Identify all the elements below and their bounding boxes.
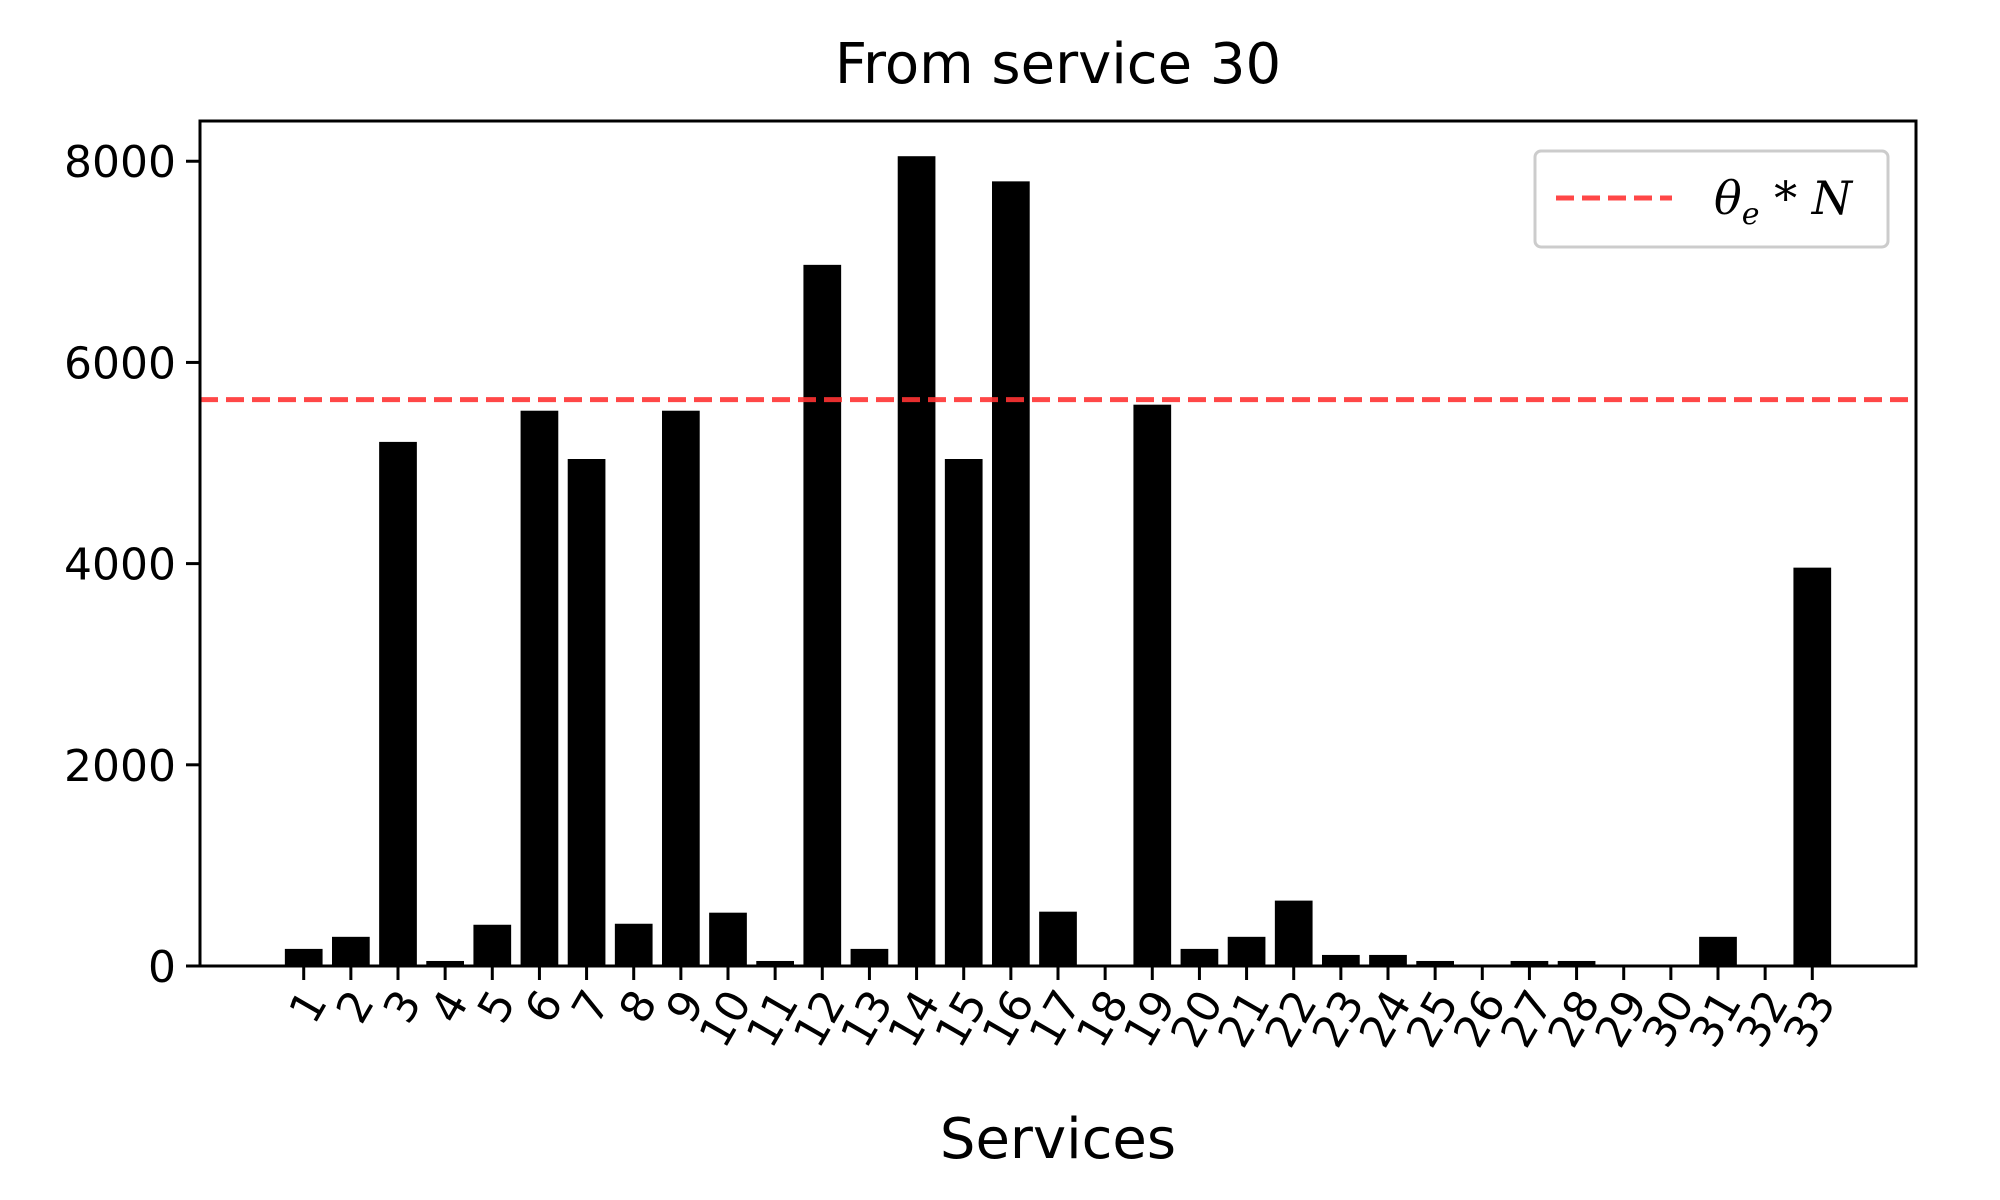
bar-22 [1274, 900, 1313, 966]
bar-14 [897, 156, 936, 967]
bar-7 [567, 459, 606, 966]
bar-28 [1557, 960, 1596, 966]
bar-27 [1510, 960, 1549, 966]
legend-label-threshold: θe * N [1714, 171, 1854, 232]
bar-17 [1039, 911, 1077, 966]
bar-23 [1322, 954, 1360, 966]
bar-24 [1369, 954, 1407, 966]
bar-9 [662, 410, 700, 966]
legend: θe * N [1533, 149, 1890, 249]
bar-31 [1699, 936, 1737, 966]
bar-8 [614, 923, 653, 966]
bar-3 [379, 441, 417, 966]
y-tick-label-6000: 6000 [64, 338, 176, 389]
bar-33 [1793, 567, 1832, 966]
bar-21 [1227, 936, 1266, 966]
bar-19 [1133, 404, 1172, 966]
x-ticks-group: 1234567891011121314151617181920212223242… [279, 966, 1846, 1056]
bar-6 [520, 410, 559, 966]
bar-4 [426, 960, 464, 966]
x-tick-label-33: 33 [1774, 982, 1846, 1056]
y-tick-label-2000: 2000 [64, 741, 176, 792]
bar-2 [332, 936, 370, 966]
chart-title: From service 30 [835, 32, 1281, 97]
bar-5 [473, 924, 512, 966]
bar-15 [944, 459, 983, 966]
bar-13 [850, 948, 889, 966]
y-ticks-group: 0 2000 4000 6000 8000 [64, 137, 200, 993]
legend-label-rest: * N [1759, 171, 1853, 225]
legend-box [1533, 149, 1890, 249]
y-tick-label-8000: 8000 [64, 137, 176, 188]
bar-10 [709, 912, 747, 966]
x-axis-label: Services [940, 1107, 1176, 1172]
bar-1 [284, 948, 323, 966]
bar-11 [756, 960, 794, 966]
bars-group [284, 156, 1832, 967]
y-tick-label-4000: 4000 [64, 540, 176, 591]
legend-label-subscript: e [1742, 197, 1760, 232]
legend-label-theta: θ [1714, 171, 1742, 225]
bar-12 [803, 264, 842, 966]
bar-25 [1416, 960, 1454, 966]
y-tick-label-0: 0 [148, 942, 176, 993]
plot-frame [198, 119, 1918, 968]
bar-20 [1180, 948, 1219, 966]
bar-16 [992, 181, 1030, 966]
